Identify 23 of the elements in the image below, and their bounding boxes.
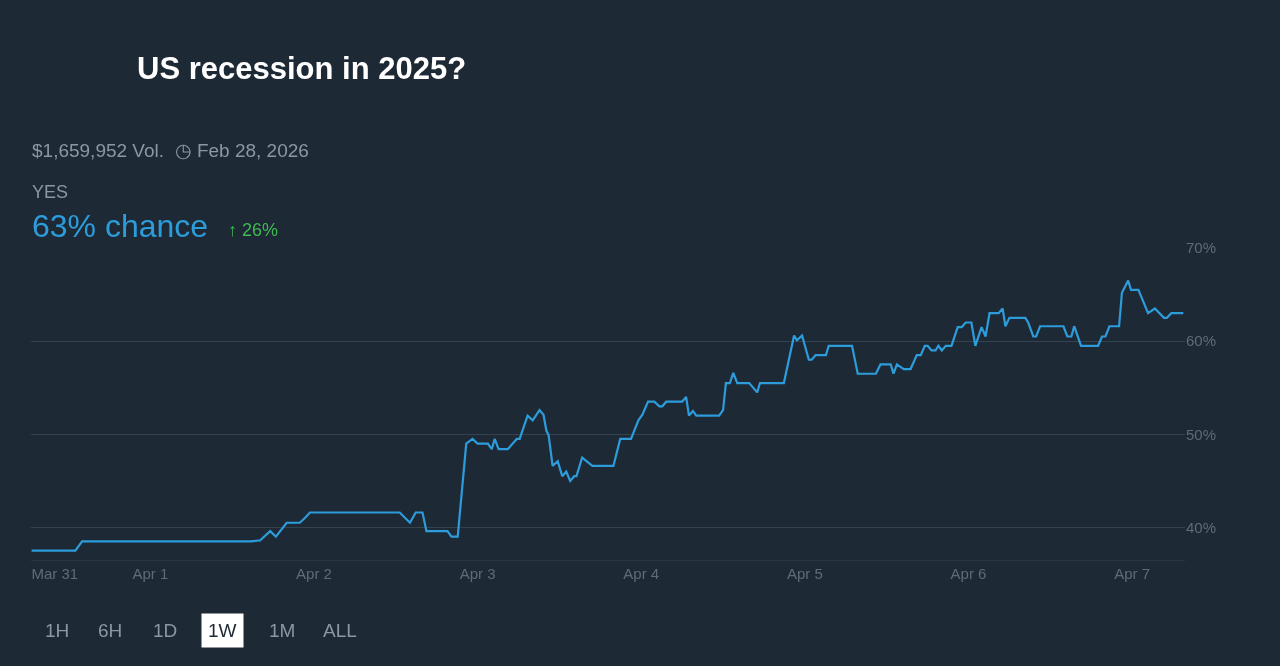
chart-title: US recession in 2025? — [137, 51, 467, 86]
y-tick-label: 50% — [1186, 425, 1217, 443]
x-tick-label: Apr 7 — [1114, 565, 1151, 582]
x-tick-label: Apr 3 — [459, 565, 496, 582]
x-tick-label: Apr 4 — [623, 565, 660, 582]
y-tick-label: 70% — [1186, 239, 1217, 257]
text: 6H — [98, 620, 123, 641]
chart-subtitle: $1,659,952 Vol. ◷ Feb 28, 2026 — [32, 140, 309, 161]
text: 63% chance — [32, 208, 209, 244]
text: 1W — [208, 620, 237, 641]
text: ALL — [323, 620, 357, 641]
text: ↑ 26% — [228, 220, 279, 240]
x-tick-label: Apr 2 — [296, 565, 332, 582]
y-tick-label: 60% — [1186, 332, 1217, 350]
x-tick-label: Apr 6 — [950, 565, 987, 582]
x-tick-label: Apr 5 — [786, 565, 823, 582]
text: 1M — [269, 620, 296, 641]
text: 1H — [45, 620, 70, 641]
x-tick-label: Apr 1 — [132, 565, 169, 582]
text: YES — [32, 182, 69, 202]
x-tick-label: Mar 31 — [31, 565, 79, 582]
y-tick-label: 40% — [1186, 518, 1217, 536]
text: 1D — [153, 620, 178, 641]
